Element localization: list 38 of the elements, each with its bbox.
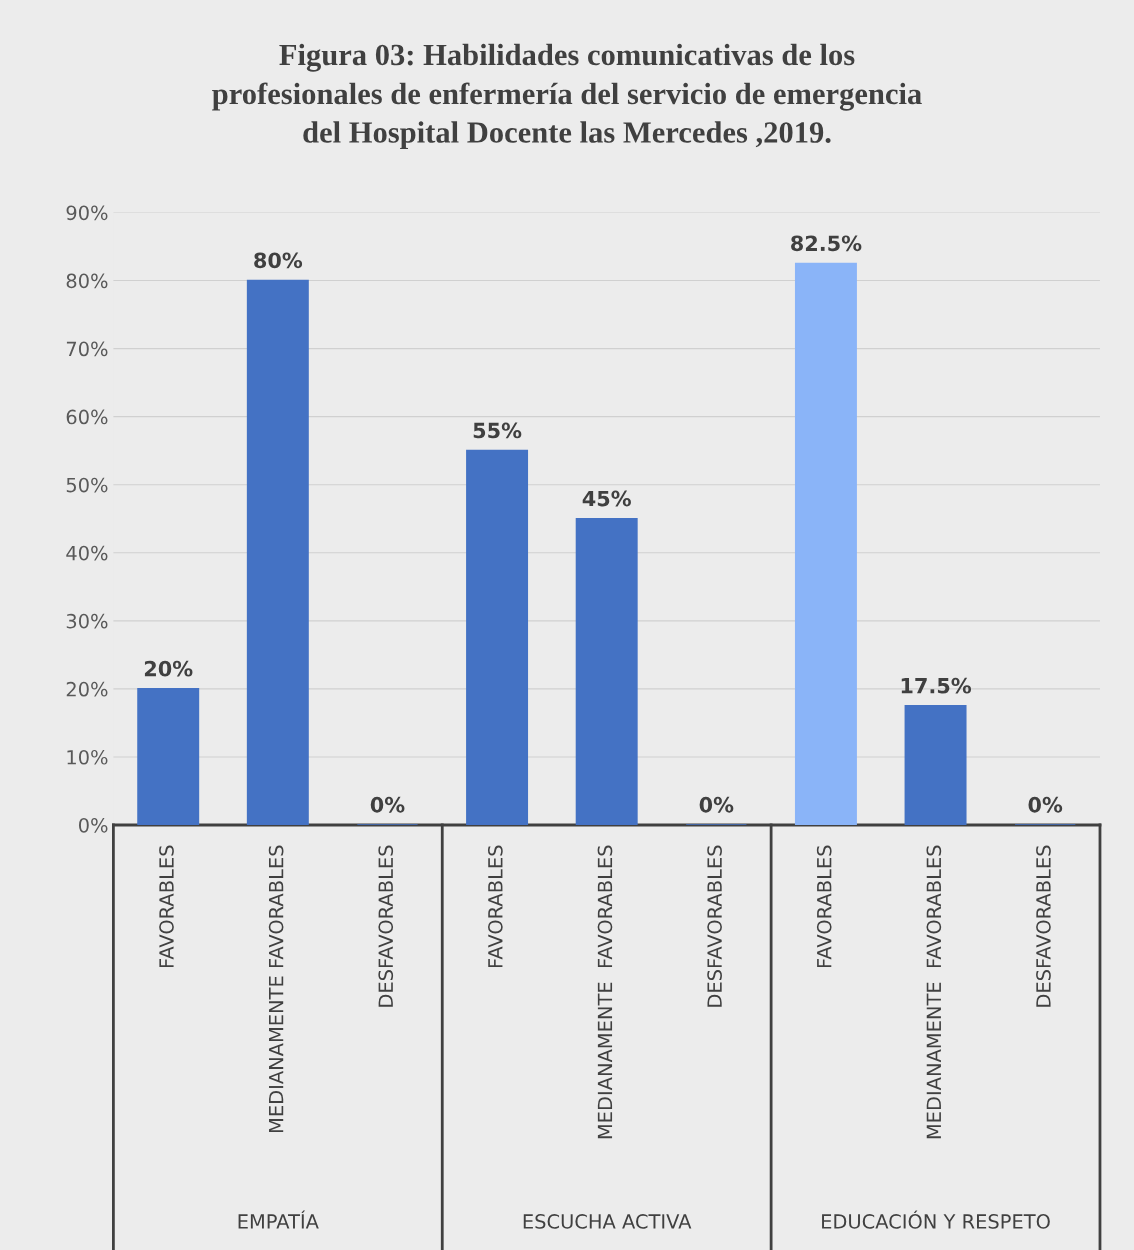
bar [466, 449, 529, 825]
x-tick-label: DESFAVORABLES [707, 845, 722, 1007]
bar [137, 688, 200, 825]
x-tick-label: FAVORABLES [816, 845, 832, 968]
y-tick-label: 20% [66, 681, 108, 697]
text: ESCUCHA ACTIVA [523, 1214, 692, 1229]
y-tick-label: 80% [66, 273, 108, 289]
bar [794, 262, 857, 825]
y-tick-label: 30% [66, 613, 108, 629]
x-tick-label: FAVORABLES [159, 845, 174, 968]
y-tick-label: 50% [66, 477, 108, 493]
text: EDUCACIÓN Y RESPETO [822, 1210, 1050, 1229]
x-tick-label: DESFAVORABLES [1036, 845, 1051, 1007]
y-tick-label: 40% [66, 545, 108, 561]
x-tick-label: FAVORABLES [488, 845, 503, 968]
y-tick-label: 60% [66, 409, 108, 425]
data-label: 82.5% [791, 235, 862, 252]
x-tick-label: MEDIANAMENTE FAVORABLES [597, 845, 613, 1139]
y-tick-label: 90% [66, 205, 108, 221]
text: EMPATÍA [238, 1210, 319, 1229]
data-label: 17.5% [901, 677, 972, 694]
chart-title: Figura 03: Habilidades comunicativas de los profesionales de enfermería del servicio de emergencia del Hospital Docente las Mercedes ,2019. [212, 43, 922, 150]
data-label: 55% [473, 422, 522, 439]
data-label: 20% [144, 660, 193, 677]
data-label: 80% [254, 252, 303, 269]
bar [904, 705, 967, 825]
x-tick-label: MEDIANAMENTE FAVORABLES [926, 845, 942, 1139]
y-tick-label: 10% [67, 749, 108, 765]
y-tick-label: 0% [78, 817, 108, 833]
x-tick-label: DESFAVORABLES [378, 845, 394, 1007]
data-label: 45% [582, 490, 631, 507]
bar [575, 517, 638, 825]
data-label: 0% [370, 796, 405, 813]
x-tick-label: MEDIANAMENTE FAVORABLES [268, 845, 284, 1132]
data-label: 0% [1028, 796, 1063, 813]
data-label: 0% [699, 796, 734, 813]
y-tick-label: 70% [66, 341, 108, 357]
bar [246, 279, 309, 825]
